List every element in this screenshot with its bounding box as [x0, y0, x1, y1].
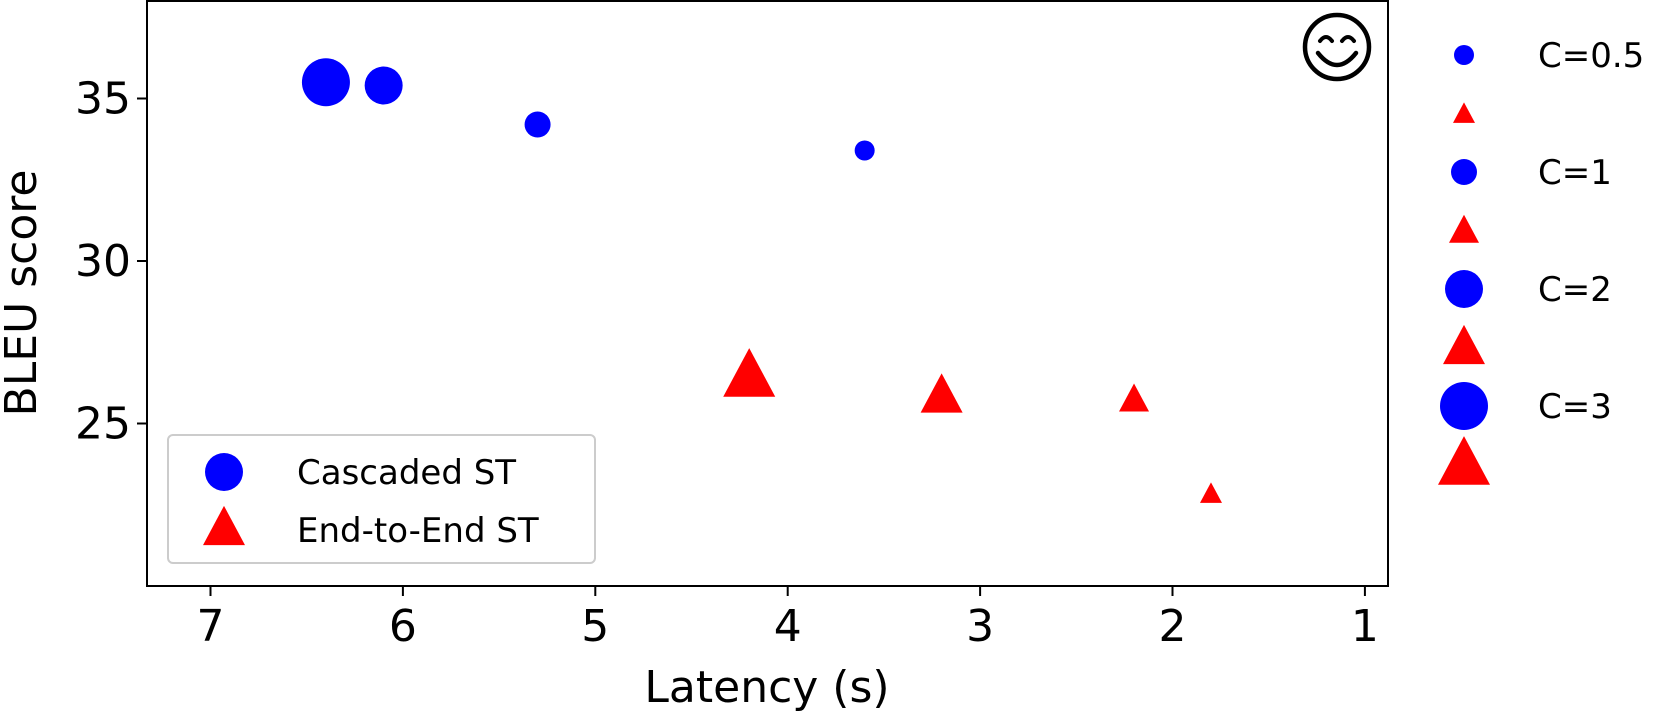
y-axis-label: BLEU score — [0, 170, 47, 417]
size-legend-label: C=0.5 — [1538, 36, 1644, 76]
size-legend-circle-icon — [1440, 382, 1488, 430]
size-legend-triangle-icon — [1438, 436, 1490, 485]
legend-label: End-to-End ST — [297, 511, 539, 551]
x-tick-label: 2 — [1159, 601, 1187, 652]
x-axis-ticks: 7 6 5 4 3 2 1 — [196, 586, 1379, 652]
legend-triangle-icon — [203, 505, 245, 546]
y-tick-label: 25 — [75, 399, 131, 450]
size-legend-label: C=2 — [1538, 270, 1612, 310]
cascaded-st-point — [854, 140, 875, 161]
end-to-end-st-point — [1199, 482, 1222, 503]
cascaded-st-point — [364, 66, 403, 105]
end-to-end-st-point — [1119, 383, 1150, 412]
legend: Cascaded ST End-to-End ST — [167, 434, 596, 564]
x-tick-label: 7 — [196, 601, 224, 652]
x-axis-label: Latency (s) — [644, 662, 889, 712]
legend-box — [167, 434, 596, 564]
smiling-face-icon — [1302, 12, 1372, 82]
legend-label: Cascaded ST — [297, 453, 516, 493]
cascaded-st-point — [524, 111, 551, 138]
size-legend-label: C=3 — [1538, 387, 1612, 427]
y-axis-ticks: 25 30 35 — [75, 74, 147, 450]
size-legend-triangle-icon — [1449, 214, 1479, 243]
size-legend-circle-icon — [1445, 270, 1483, 308]
x-tick-label: 3 — [966, 601, 994, 652]
size-legend-circle-icon — [1454, 45, 1474, 65]
legend-circle-icon — [205, 453, 243, 491]
size-legend-label: C=1 — [1538, 153, 1612, 193]
size-legend-circle-icon — [1451, 159, 1477, 185]
x-tick-label: 6 — [389, 601, 417, 652]
x-tick-label: 5 — [581, 601, 609, 652]
end-to-end-st-point — [723, 348, 776, 397]
cascaded-st-point — [301, 58, 350, 107]
x-tick-label: 1 — [1351, 601, 1379, 652]
size-legend-triangle-icon — [1443, 324, 1485, 365]
plot-frame — [146, 0, 1389, 587]
end-to-end-st-point — [920, 373, 963, 413]
x-tick-label: 4 — [774, 601, 802, 652]
data-points — [301, 58, 1222, 503]
y-tick-label: 35 — [75, 74, 131, 125]
y-tick-label: 30 — [75, 236, 131, 287]
size-legend: C=0.5 C=1 C=2 C=3 — [1438, 36, 1644, 485]
size-legend-triangle-icon — [1453, 102, 1475, 123]
